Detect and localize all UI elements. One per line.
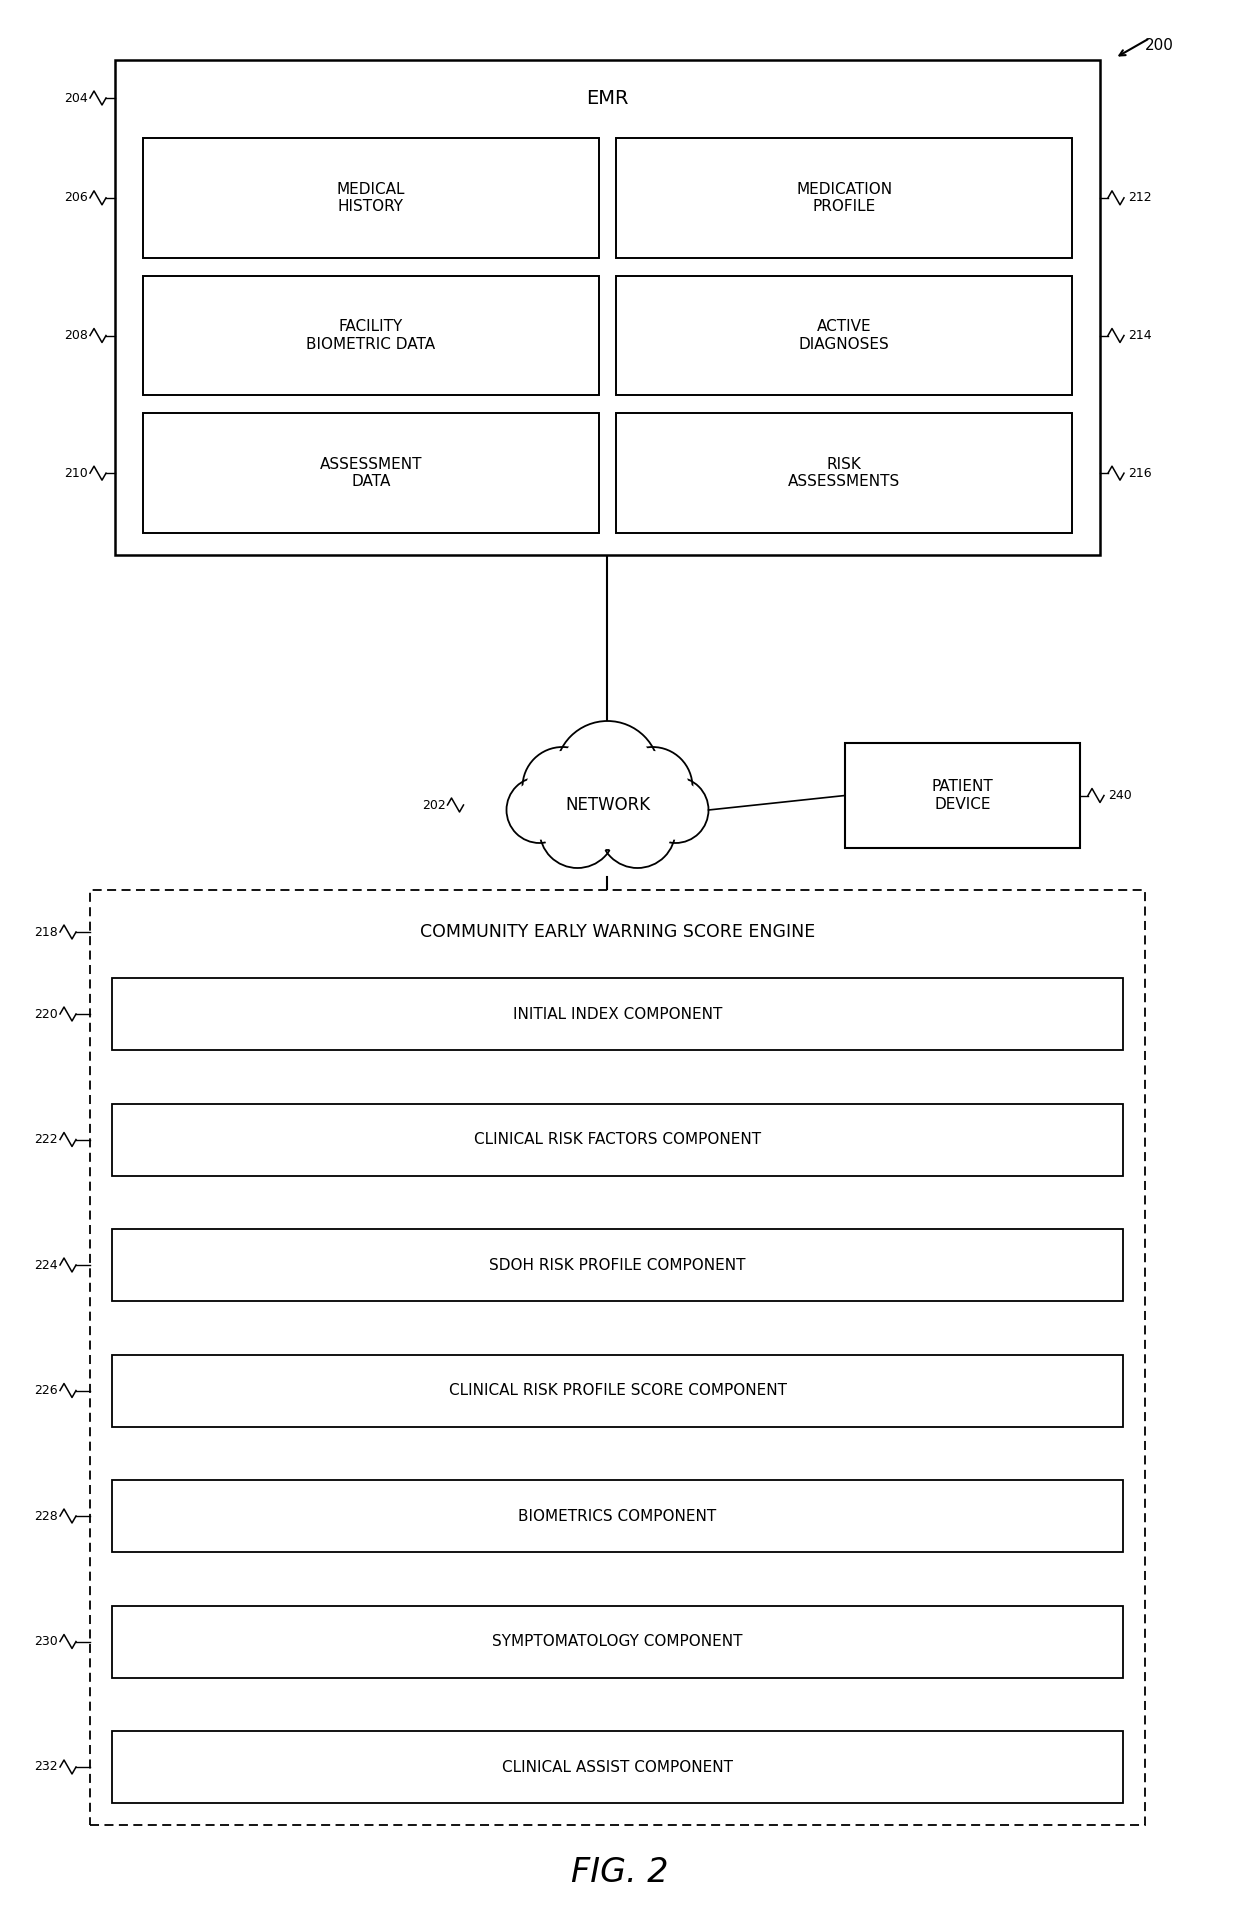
- Circle shape: [522, 747, 603, 827]
- Text: 220: 220: [35, 1007, 58, 1020]
- Text: 210: 210: [64, 466, 88, 479]
- Circle shape: [613, 747, 692, 827]
- Bar: [112, 1354, 1123, 1427]
- Text: ACTIVE
DIAGNOSES: ACTIVE DIAGNOSES: [799, 319, 889, 351]
- Circle shape: [604, 796, 672, 863]
- Text: 218: 218: [35, 926, 58, 938]
- Bar: [143, 275, 599, 395]
- Bar: [112, 978, 1123, 1051]
- Text: 228: 228: [35, 1509, 58, 1522]
- Bar: [616, 413, 1073, 533]
- Circle shape: [599, 793, 676, 867]
- Bar: [112, 1606, 1123, 1677]
- Text: 240: 240: [1109, 789, 1132, 802]
- Circle shape: [567, 764, 649, 846]
- Circle shape: [642, 777, 708, 842]
- Text: 214: 214: [1128, 329, 1152, 342]
- Text: COMMUNITY EARLY WARNING SCORE ENGINE: COMMUNITY EARLY WARNING SCORE ENGINE: [420, 923, 815, 942]
- Bar: [112, 1228, 1123, 1301]
- Text: INITIAL INDEX COMPONENT: INITIAL INDEX COMPONENT: [513, 1007, 722, 1022]
- Text: MEDICAL
HISTORY: MEDICAL HISTORY: [336, 181, 405, 214]
- Text: 230: 230: [35, 1635, 58, 1648]
- Circle shape: [543, 796, 611, 863]
- Bar: [143, 413, 599, 533]
- Text: PATIENT
DEVICE: PATIENT DEVICE: [931, 779, 993, 812]
- Circle shape: [539, 793, 615, 867]
- Text: CLINICAL RISK PROFILE SCORE COMPONENT: CLINICAL RISK PROFILE SCORE COMPONENT: [449, 1383, 786, 1398]
- Text: 204: 204: [64, 92, 88, 105]
- Circle shape: [616, 751, 688, 823]
- Bar: [91, 890, 1145, 1824]
- Circle shape: [506, 777, 573, 842]
- Text: 224: 224: [35, 1259, 58, 1272]
- Circle shape: [527, 751, 599, 823]
- Bar: [112, 1104, 1123, 1175]
- Text: 222: 222: [35, 1133, 58, 1146]
- Circle shape: [560, 726, 655, 819]
- Text: 226: 226: [35, 1385, 58, 1396]
- Text: BIOMETRICS COMPONENT: BIOMETRICS COMPONENT: [518, 1509, 717, 1524]
- Text: 206: 206: [64, 191, 88, 204]
- Text: CLINICAL ASSIST COMPONENT: CLINICAL ASSIST COMPONENT: [502, 1759, 733, 1774]
- Bar: [143, 138, 599, 258]
- Text: SYMPTOMATOLOGY COMPONENT: SYMPTOMATOLOGY COMPONENT: [492, 1633, 743, 1648]
- Text: 200: 200: [1145, 38, 1174, 53]
- Text: 232: 232: [35, 1761, 58, 1774]
- Text: 208: 208: [64, 329, 88, 342]
- Bar: [616, 275, 1073, 395]
- Text: FIG. 2: FIG. 2: [572, 1855, 668, 1889]
- Bar: [115, 59, 1100, 556]
- Text: 216: 216: [1128, 466, 1152, 479]
- Bar: [844, 743, 1080, 848]
- Text: RISK
ASSESSMENTS: RISK ASSESSMENTS: [789, 456, 900, 489]
- Text: 202: 202: [422, 798, 445, 812]
- Text: MEDICATION
PROFILE: MEDICATION PROFILE: [796, 181, 893, 214]
- Circle shape: [510, 781, 569, 840]
- Text: NETWORK: NETWORK: [565, 796, 650, 814]
- Text: CLINICAL RISK FACTORS COMPONENT: CLINICAL RISK FACTORS COMPONENT: [474, 1133, 761, 1148]
- Text: EMR: EMR: [587, 88, 629, 107]
- Circle shape: [556, 720, 660, 825]
- Text: 212: 212: [1128, 191, 1152, 204]
- Bar: [112, 1480, 1123, 1553]
- Circle shape: [563, 760, 652, 850]
- Circle shape: [646, 781, 706, 840]
- Text: ASSESSMENT
DATA: ASSESSMENT DATA: [320, 456, 422, 489]
- Text: SDOH RISK PROFILE COMPONENT: SDOH RISK PROFILE COMPONENT: [490, 1257, 745, 1272]
- Bar: [112, 1730, 1123, 1803]
- Bar: [616, 138, 1073, 258]
- Text: FACILITY
BIOMETRIC DATA: FACILITY BIOMETRIC DATA: [306, 319, 435, 351]
